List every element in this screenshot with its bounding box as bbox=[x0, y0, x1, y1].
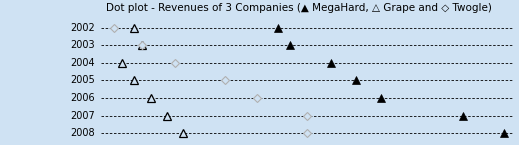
Text: 2004: 2004 bbox=[71, 58, 95, 68]
Text: 2002: 2002 bbox=[70, 23, 95, 33]
Text: 2008: 2008 bbox=[71, 128, 95, 138]
Text: 2007: 2007 bbox=[70, 110, 95, 120]
Text: 2003: 2003 bbox=[71, 40, 95, 50]
Text: Dot plot - Revenues of 3 Companies (▲ MegaHard, △ Grape and ◇ Twogle): Dot plot - Revenues of 3 Companies (▲ Me… bbox=[105, 3, 491, 13]
Text: 2006: 2006 bbox=[71, 93, 95, 103]
Text: 2005: 2005 bbox=[70, 76, 95, 85]
